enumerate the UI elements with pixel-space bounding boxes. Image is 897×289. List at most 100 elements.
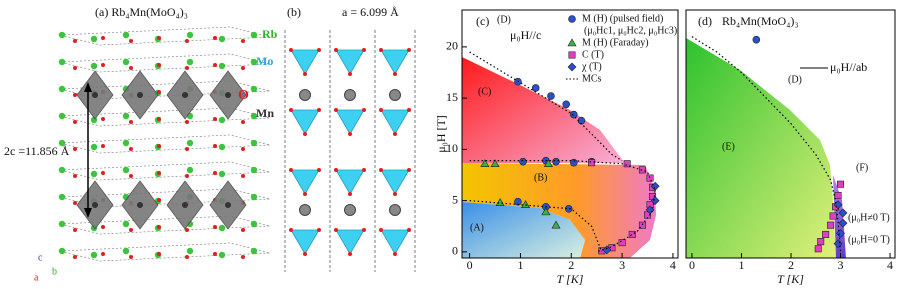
phase-label: (A) <box>470 222 484 233</box>
panel-label: (c) <box>476 14 489 28</box>
o-atom <box>129 147 133 151</box>
mn-atom <box>344 89 356 101</box>
x-axis-label: T [K] <box>777 272 804 286</box>
o-atom <box>129 39 133 43</box>
data-point <box>588 159 596 167</box>
x-tick-label: 4 <box>887 258 893 272</box>
o-atom <box>348 192 352 196</box>
o-atom <box>289 108 293 112</box>
o-atom <box>101 144 105 148</box>
o-atom <box>129 66 133 70</box>
data-point <box>480 159 490 168</box>
data-point <box>490 159 500 168</box>
o-atom <box>379 108 383 112</box>
rb-atom <box>58 193 66 201</box>
y-tick-label: 0 <box>452 244 458 258</box>
layer-plane <box>59 80 271 100</box>
moo4-tetrahedron <box>380 229 410 255</box>
phase-c-region <box>462 57 625 163</box>
data-point <box>834 191 842 199</box>
o-atom <box>241 39 245 43</box>
o-atom <box>334 108 338 112</box>
rb-atom <box>218 62 226 70</box>
data-point <box>562 100 570 109</box>
rb-atom <box>122 139 130 147</box>
atom-label: Mn <box>256 106 274 120</box>
data-point <box>827 221 835 229</box>
data-point <box>838 208 848 218</box>
mn-atom <box>92 92 98 98</box>
moo4-tetrahedron <box>335 49 365 75</box>
axis-glyph: a <box>34 272 39 283</box>
data-point <box>547 92 555 100</box>
rb-atom <box>250 58 258 66</box>
o-atom <box>407 168 411 172</box>
data-point <box>836 228 845 238</box>
o-atom <box>185 66 189 70</box>
layer-plane <box>59 188 271 208</box>
rb-atom <box>218 116 226 124</box>
o-atom <box>241 228 245 232</box>
rb-atom <box>218 251 226 259</box>
y-tick-label: 10 <box>446 141 458 155</box>
rb-atom <box>58 31 66 39</box>
o-atom <box>73 93 77 97</box>
x-tick-label: 0 <box>689 258 695 272</box>
data-point <box>628 230 636 238</box>
rb-atom <box>250 247 258 255</box>
data-point <box>531 84 540 92</box>
o-atom <box>241 120 245 124</box>
phase-label: (F) <box>856 162 868 173</box>
o-atom <box>289 48 293 52</box>
o-atom <box>317 228 321 232</box>
panel-a-title: (a) Rb₄Mn(MoO₄)₃ <box>95 5 188 19</box>
mn-atom <box>389 204 401 216</box>
field-direction: μ₀H//ab <box>830 60 867 74</box>
rb-atom <box>218 170 226 178</box>
o-atom <box>185 255 189 259</box>
rb-atom <box>58 166 66 174</box>
x-tick-label: 1 <box>738 258 744 272</box>
phase-b-region <box>462 163 656 258</box>
o-atom <box>129 228 133 232</box>
x-tick-label: 3 <box>838 258 844 272</box>
axis-glyph: b <box>52 266 57 277</box>
o-atom <box>289 168 293 172</box>
o-atom <box>379 168 383 172</box>
o-atom <box>393 192 397 196</box>
o-atom <box>185 228 189 232</box>
data-point <box>551 220 561 229</box>
compound-label: Rb₄Mn(MoO₄)₃ <box>722 14 799 28</box>
rb-atom <box>122 58 130 66</box>
o-atom <box>101 63 105 67</box>
o-atom <box>393 132 397 136</box>
data-point <box>570 158 578 167</box>
x-tick-label: 3 <box>619 258 625 272</box>
mn-atom <box>182 202 188 208</box>
data-point <box>814 245 822 253</box>
arrow-head <box>84 82 92 92</box>
y-tick-label: 5 <box>452 192 458 206</box>
data-point <box>514 197 522 206</box>
o-atom <box>289 228 293 232</box>
rb-atom <box>186 31 194 39</box>
phase-label: (D) <box>497 14 511 25</box>
legend-entry: M (H) (Faraday) <box>582 37 649 48</box>
o-atom <box>317 168 321 172</box>
data-point <box>752 35 761 44</box>
mn-atom <box>344 204 356 216</box>
o-atom <box>73 66 77 70</box>
o-atom <box>303 72 307 76</box>
o-atom <box>362 108 366 112</box>
legend-swatch <box>568 15 576 23</box>
layer-plane <box>59 134 271 154</box>
rb-atom <box>58 139 66 147</box>
data-point <box>564 205 573 213</box>
o-atom <box>73 255 77 259</box>
mn-atom <box>92 202 98 208</box>
o-atom <box>407 48 411 52</box>
o-atom <box>157 144 161 148</box>
data-point <box>650 196 660 206</box>
data-point <box>829 212 837 220</box>
